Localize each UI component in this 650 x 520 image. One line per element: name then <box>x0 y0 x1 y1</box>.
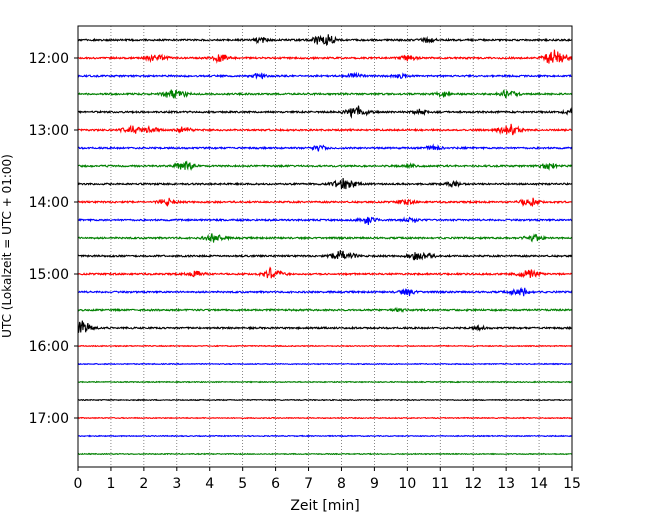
x-tick-label: 14 <box>530 476 548 492</box>
trace-line <box>77 143 573 152</box>
x-tick-label: 3 <box>172 476 181 492</box>
x-tick-label: 11 <box>431 476 449 492</box>
trace-line <box>77 398 573 402</box>
trace-line <box>77 362 573 366</box>
plot-frame <box>77 25 573 468</box>
trace-line <box>77 434 573 438</box>
x-tick-label: 5 <box>238 476 247 492</box>
x-tick-label: 10 <box>398 476 416 492</box>
trace-line <box>77 177 573 190</box>
trace-line <box>77 123 573 136</box>
x-axis-title: Zeit [min] <box>290 498 359 514</box>
trace-line <box>77 216 573 225</box>
y-tick-label: 15:00 <box>29 267 69 283</box>
x-tick-label: 0 <box>74 476 83 492</box>
trace-line <box>77 88 573 99</box>
x-tick-label: 6 <box>271 476 280 492</box>
trace-group <box>77 34 573 456</box>
trace-line <box>77 49 573 64</box>
trace-line <box>77 250 573 261</box>
trace-line <box>77 34 573 47</box>
trace-line <box>77 380 573 384</box>
x-tick-label: 12 <box>464 476 482 492</box>
trace-line <box>77 71 573 80</box>
x-tick-label: 9 <box>370 476 379 492</box>
trace-line <box>77 306 573 313</box>
trace-line <box>77 105 573 119</box>
x-tick-label: 8 <box>337 476 346 492</box>
trace-line <box>77 320 573 333</box>
x-tick-label: 7 <box>304 476 313 492</box>
y-axis: 12:00 13:00 14:00 15:00 16:00 17:00 <box>29 51 78 427</box>
y-tick-label: 14:00 <box>29 195 69 211</box>
x-tick-label: 13 <box>497 476 515 492</box>
y-axis-title: UTC (Lokalzeit = UTC + 01:00) <box>0 154 14 338</box>
y-tick-label: 17:00 <box>29 411 69 427</box>
trace-line <box>77 344 573 348</box>
x-tick-label: 2 <box>139 476 148 492</box>
x-tick-label: 1 <box>106 476 115 492</box>
x-axis: 0 1 2 3 4 5 6 7 8 9 10 11 12 13 14 15 <box>74 467 581 492</box>
y-tick-label: 16:00 <box>29 339 69 355</box>
y-tick-label: 13:00 <box>29 123 69 139</box>
trace-line <box>77 452 573 456</box>
trace-line <box>77 416 573 420</box>
trace-line <box>77 233 573 243</box>
x-tick-label: 4 <box>205 476 214 492</box>
x-tick-label: 15 <box>563 476 581 492</box>
trace-line <box>77 197 573 208</box>
trace-line <box>77 286 573 297</box>
trace-line <box>77 160 573 171</box>
trace-line <box>77 266 573 279</box>
y-tick-label: 12:00 <box>29 51 69 67</box>
